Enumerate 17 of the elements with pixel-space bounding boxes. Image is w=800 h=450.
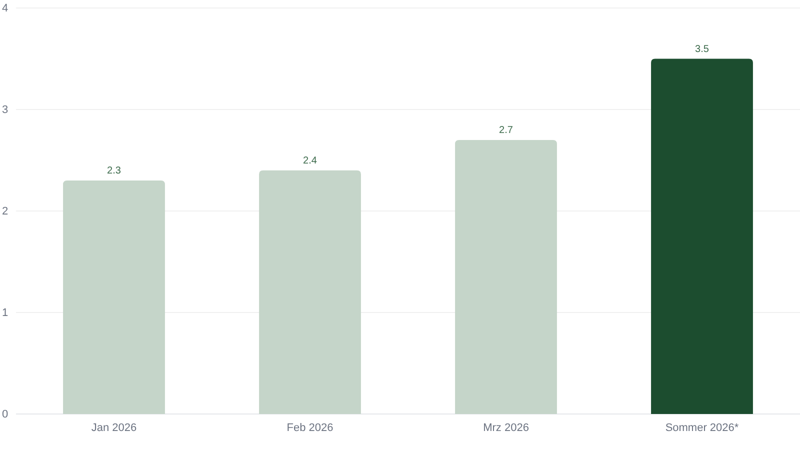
y-tick-label: 3 <box>2 104 8 116</box>
y-tick-label: 4 <box>2 2 8 15</box>
data-label: 2.4 <box>303 155 318 166</box>
data-label: 2.7 <box>499 124 514 136</box>
bar <box>259 170 361 414</box>
y-tick-label: 1 <box>2 307 8 320</box>
y-tick-label: 2 <box>2 206 8 218</box>
bar <box>651 58 753 414</box>
data-label: 3.5 <box>695 44 710 55</box>
y-tick-label: 0 <box>2 408 8 421</box>
bar <box>63 180 165 414</box>
x-tick-label: Feb 2026 <box>286 422 334 434</box>
x-tick-label: Mrz 2026 <box>483 422 529 434</box>
x-tick-label: Sommer 2026* <box>665 422 740 434</box>
bar <box>455 140 557 414</box>
x-tick-label: Jan 2026 <box>91 422 137 434</box>
data-label: 2.3 <box>107 166 122 177</box>
